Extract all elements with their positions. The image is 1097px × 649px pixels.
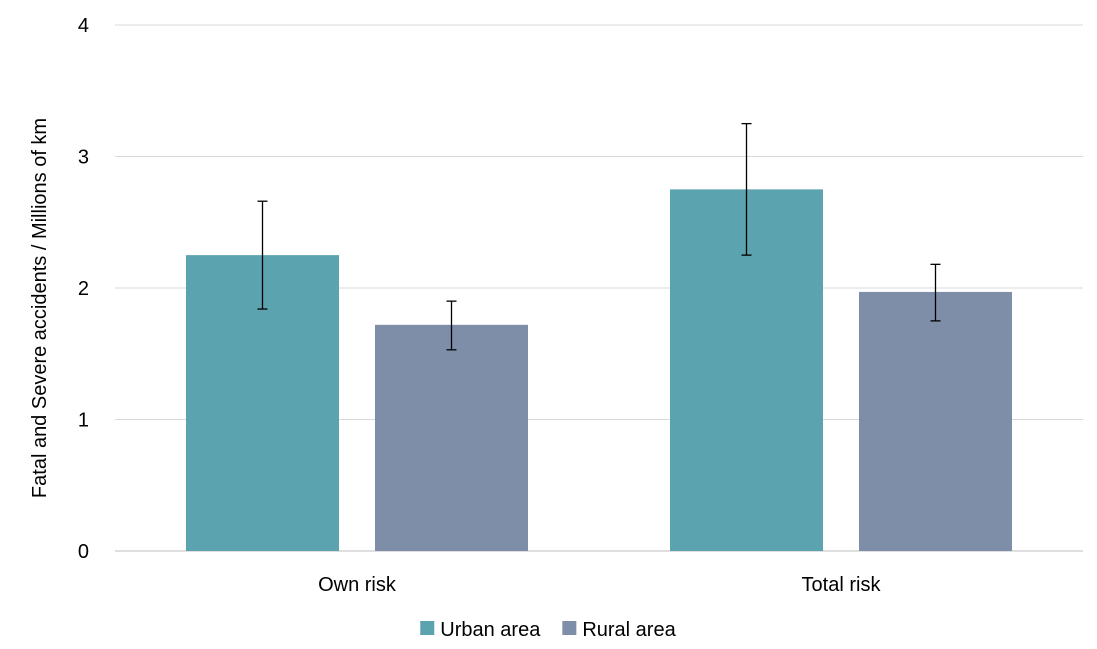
y-tick-label: 3: [78, 147, 89, 169]
legend-swatch: [420, 621, 435, 635]
legend-item-urban-area: Urban area: [420, 619, 541, 641]
error-bar: [446, 300, 457, 351]
y-axis-title: Fatal and Severe accidents / Millions of…: [29, 118, 51, 498]
bar-rural-area: [375, 324, 528, 551]
y-tick-label: 4: [78, 15, 89, 37]
error-bar: [257, 200, 268, 310]
legend-swatch: [562, 621, 577, 635]
error-bar: [741, 122, 752, 256]
x-tick-label: Own risk: [318, 574, 397, 596]
y-tick-label: 0: [78, 541, 89, 563]
y-tick-label: 1: [78, 410, 89, 432]
legend-label: Urban area: [440, 619, 541, 641]
legend-item-rural-area: Rural area: [562, 619, 677, 641]
y-tick-label: 2: [78, 278, 89, 300]
error-bars: [257, 122, 941, 351]
error-bar: [930, 263, 941, 322]
bars: [186, 189, 1012, 551]
x-axis-ticks: Own risk Total risk: [318, 574, 881, 596]
bar-rural-area: [859, 291, 1012, 551]
legend-label: Rural area: [582, 619, 676, 641]
x-tick-label: Total risk: [802, 574, 882, 596]
y-axis-ticks: 0 1 2 3 4: [78, 15, 89, 563]
legend: Urban area Rural area: [420, 619, 677, 641]
